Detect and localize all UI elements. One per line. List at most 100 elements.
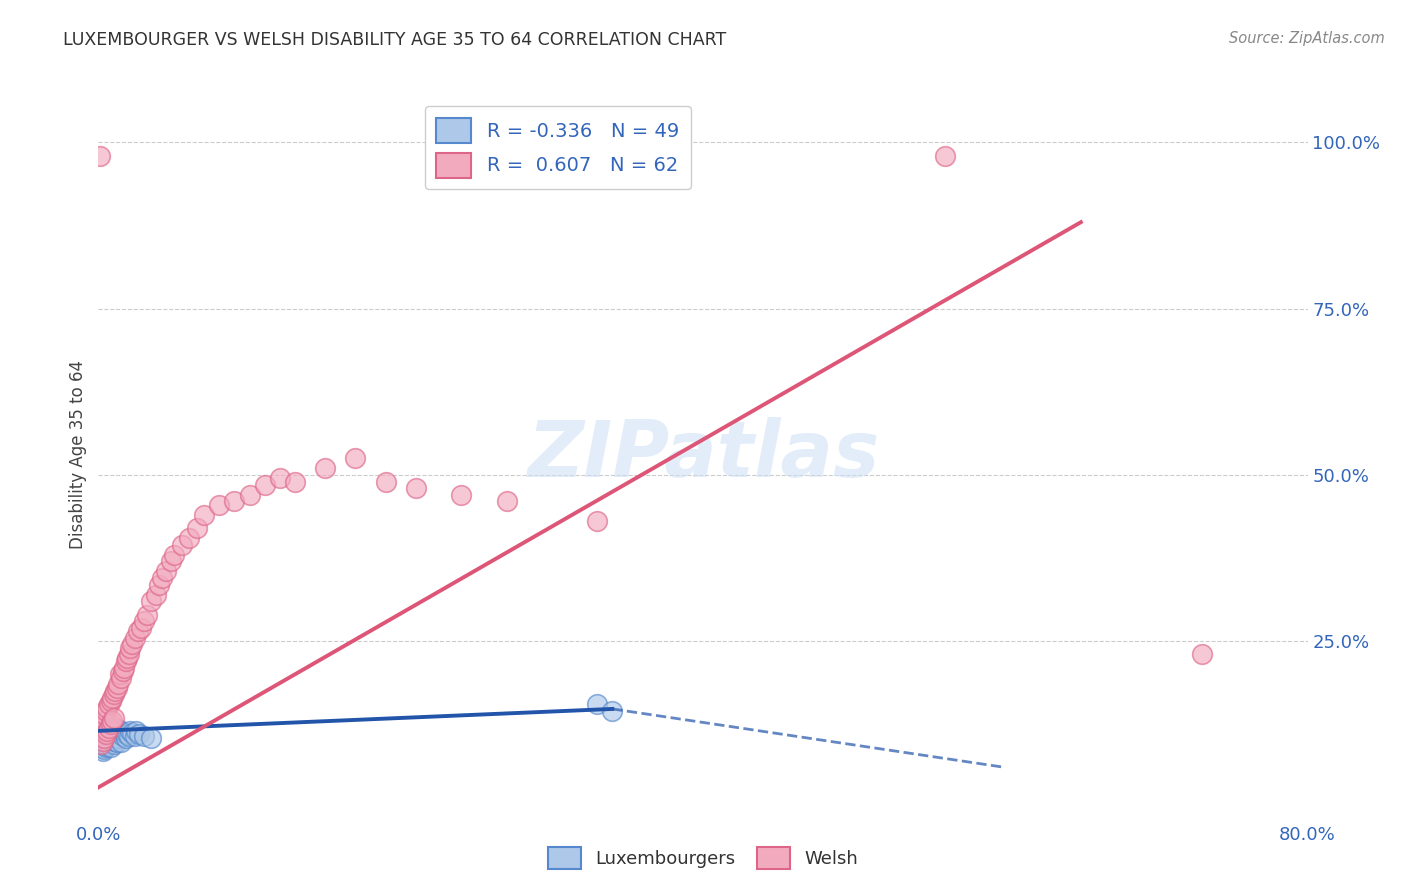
- Point: [132, 614, 155, 628]
- Point: [128, 727, 150, 741]
- Point: [405, 481, 427, 495]
- Point: [101, 714, 124, 728]
- Point: [111, 729, 134, 743]
- Point: [110, 723, 132, 738]
- Text: ZIPatlas: ZIPatlas: [527, 417, 879, 493]
- Point: [90, 721, 112, 735]
- Point: [112, 661, 135, 675]
- Point: [1191, 648, 1213, 662]
- Point: [602, 704, 624, 718]
- Point: [105, 726, 128, 740]
- Point: [224, 494, 246, 508]
- Point: [118, 729, 141, 743]
- Point: [100, 740, 122, 755]
- Point: [103, 710, 125, 724]
- Point: [96, 723, 118, 738]
- Point: [110, 735, 132, 749]
- Point: [89, 740, 111, 755]
- Point: [115, 650, 138, 665]
- Point: [107, 722, 129, 736]
- Point: [96, 700, 118, 714]
- Legend: R = -0.336   N = 49, R =  0.607   N = 62: R = -0.336 N = 49, R = 0.607 N = 62: [425, 106, 690, 189]
- Point: [98, 731, 121, 745]
- Point: [94, 735, 117, 749]
- Point: [148, 577, 170, 591]
- Point: [104, 723, 127, 738]
- Point: [103, 729, 125, 743]
- Point: [94, 729, 117, 743]
- Point: [108, 667, 131, 681]
- Point: [121, 726, 143, 740]
- Point: [100, 732, 122, 747]
- Point: [93, 707, 115, 722]
- Point: [141, 594, 163, 608]
- Point: [98, 698, 121, 712]
- Point: [284, 475, 307, 489]
- Point: [93, 727, 115, 741]
- Point: [120, 723, 142, 738]
- Point: [101, 690, 124, 705]
- Point: [90, 737, 112, 751]
- Point: [101, 734, 124, 748]
- Point: [91, 731, 114, 745]
- Point: [186, 521, 208, 535]
- Point: [179, 531, 201, 545]
- Point: [160, 554, 183, 568]
- Point: [91, 734, 114, 748]
- Point: [91, 734, 114, 748]
- Point: [101, 726, 124, 740]
- Point: [103, 722, 125, 736]
- Point: [105, 735, 128, 749]
- Y-axis label: Disability Age 35 to 64: Disability Age 35 to 64: [69, 360, 87, 549]
- Point: [170, 538, 193, 552]
- Point: [112, 726, 135, 740]
- Point: [141, 731, 163, 745]
- Point: [239, 488, 262, 502]
- Point: [93, 731, 115, 745]
- Point: [94, 704, 117, 718]
- Point: [98, 723, 121, 738]
- Point: [120, 640, 142, 655]
- Point: [135, 607, 157, 622]
- Point: [374, 475, 396, 489]
- Point: [208, 498, 231, 512]
- Point: [104, 684, 127, 698]
- Point: [314, 461, 336, 475]
- Point: [253, 478, 276, 492]
- Point: [103, 737, 125, 751]
- Legend: Luxembourgers, Welsh: Luxembourgers, Welsh: [541, 839, 865, 876]
- Point: [124, 631, 146, 645]
- Text: Source: ZipAtlas.com: Source: ZipAtlas.com: [1229, 31, 1385, 46]
- Point: [127, 624, 149, 639]
- Point: [103, 687, 125, 701]
- Point: [98, 737, 121, 751]
- Point: [114, 731, 136, 745]
- Point: [94, 727, 117, 741]
- Point: [96, 734, 118, 748]
- Point: [124, 729, 146, 743]
- Point: [586, 515, 609, 529]
- Point: [104, 734, 127, 748]
- Point: [934, 149, 956, 163]
- Point: [100, 694, 122, 708]
- Point: [98, 721, 121, 735]
- Point: [111, 664, 134, 678]
- Point: [115, 727, 138, 741]
- Point: [110, 671, 132, 685]
- Point: [89, 149, 111, 163]
- Point: [100, 722, 122, 736]
- Point: [107, 677, 129, 691]
- Point: [118, 648, 141, 662]
- Point: [163, 548, 186, 562]
- Point: [90, 734, 112, 748]
- Point: [105, 681, 128, 695]
- Point: [450, 488, 472, 502]
- Point: [91, 744, 114, 758]
- Point: [93, 741, 115, 756]
- Point: [114, 654, 136, 668]
- Point: [155, 564, 177, 578]
- Point: [586, 698, 609, 712]
- Point: [132, 729, 155, 743]
- Point: [96, 726, 118, 740]
- Point: [150, 571, 173, 585]
